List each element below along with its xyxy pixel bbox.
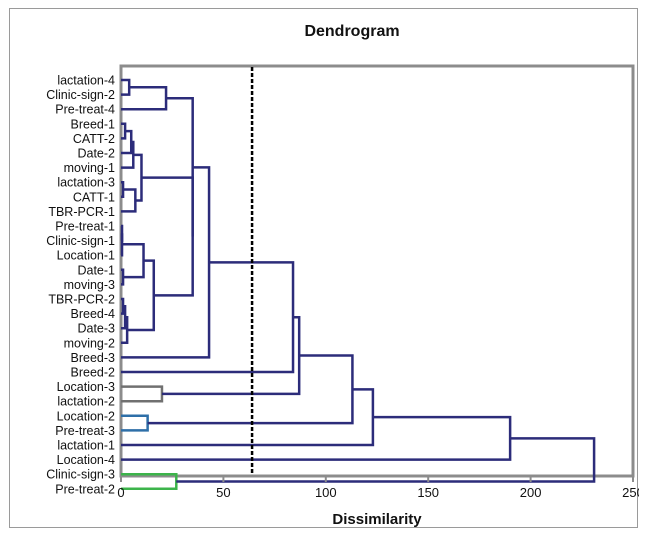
dendrogram-link-m22: [161, 315, 301, 396]
leaf-label: moving-1: [64, 161, 115, 175]
dendrogram-link-m10: [120, 233, 124, 257]
leaf-label: Clinic-sign-2: [46, 88, 115, 102]
dendrogram-link-m5: [121, 140, 135, 169]
leaf-label: TBR-PCR-1: [48, 205, 115, 219]
x-axis-ticks: 0 50 100 150 200 250: [117, 476, 639, 500]
leaf-label: lactation-1: [57, 439, 115, 453]
dendrogram-link-m25: [121, 388, 375, 447]
leaf-label: CATT-2: [73, 132, 115, 146]
x-tick-label: 250: [622, 485, 639, 500]
leaf-label: Location-3: [57, 380, 115, 394]
dendrogram-link-m24: [147, 354, 354, 425]
leaf-label: Pre-treat-3: [55, 424, 115, 438]
chart-title: Dendrogram: [304, 23, 399, 40]
x-tick-label: 100: [315, 485, 337, 500]
dendrogram-link-m12: [122, 243, 145, 279]
leaf-label: lactation-2: [57, 395, 115, 409]
dendrogram-link-m18: [166, 97, 194, 237]
leaf-label: CATT-1: [73, 190, 115, 204]
dendrogram-link-m21: [121, 385, 164, 403]
leaf-label: lactation-3: [57, 176, 115, 190]
leaf-label: Breed-3: [71, 351, 116, 365]
leaf-label: Date-3: [77, 322, 115, 336]
chart-frame: Dendrogram lactation-4 Clinic-sign-2 Pre-t…: [9, 8, 639, 528]
leaf-label: Location-4: [57, 453, 115, 467]
leaf-label: moving-2: [64, 336, 115, 350]
leaf-label: Date-1: [77, 263, 115, 277]
leaf-label: Breed-1: [71, 117, 116, 131]
leaf-label: lactation-4: [57, 74, 115, 88]
dendrogram-link-m23: [121, 414, 149, 432]
dendrogram-link-m2: [121, 86, 168, 111]
x-tick-label: 200: [520, 485, 542, 500]
plot-area-border: [119, 64, 635, 478]
leaf-label: Breed-2: [71, 366, 116, 380]
leaf-label: Pre-treat-1: [55, 220, 115, 234]
x-tick-label: 50: [216, 485, 230, 500]
dendrogram-link-m16: [127, 259, 156, 332]
leaf-label: Location-2: [57, 409, 115, 423]
leaf-label: Pre-treat-4: [55, 103, 115, 117]
dendrogram-links: [120, 78, 596, 491]
leaf-label: Clinic-sign-3: [46, 468, 115, 482]
leaf-label: Location-1: [57, 249, 115, 263]
dendrogram-link-m20: [121, 261, 295, 374]
leaf-label: Breed-4: [71, 307, 116, 321]
x-axis-label: Dissimilarity: [332, 511, 422, 528]
leaf-label: moving-3: [64, 278, 115, 292]
leaf-label: Date-2: [77, 147, 115, 161]
dendrogram-link-m17: [141, 176, 194, 297]
dendrogram-chart: Dendrogram lactation-4Clinic-sign-2Pre-t…: [46, 23, 639, 528]
dendrogram-link-m28: [176, 437, 596, 483]
leaf-label: Clinic-sign-1: [46, 234, 115, 248]
leaf-label: TBR-PCR-2: [48, 293, 115, 307]
leaf-label: Pre-treat-2: [55, 482, 115, 496]
x-tick-label: 0: [117, 485, 124, 500]
leaf-labels: lactation-4Clinic-sign-2Pre-treat-4Breed…: [46, 74, 115, 497]
x-tick-label: 150: [417, 485, 439, 500]
